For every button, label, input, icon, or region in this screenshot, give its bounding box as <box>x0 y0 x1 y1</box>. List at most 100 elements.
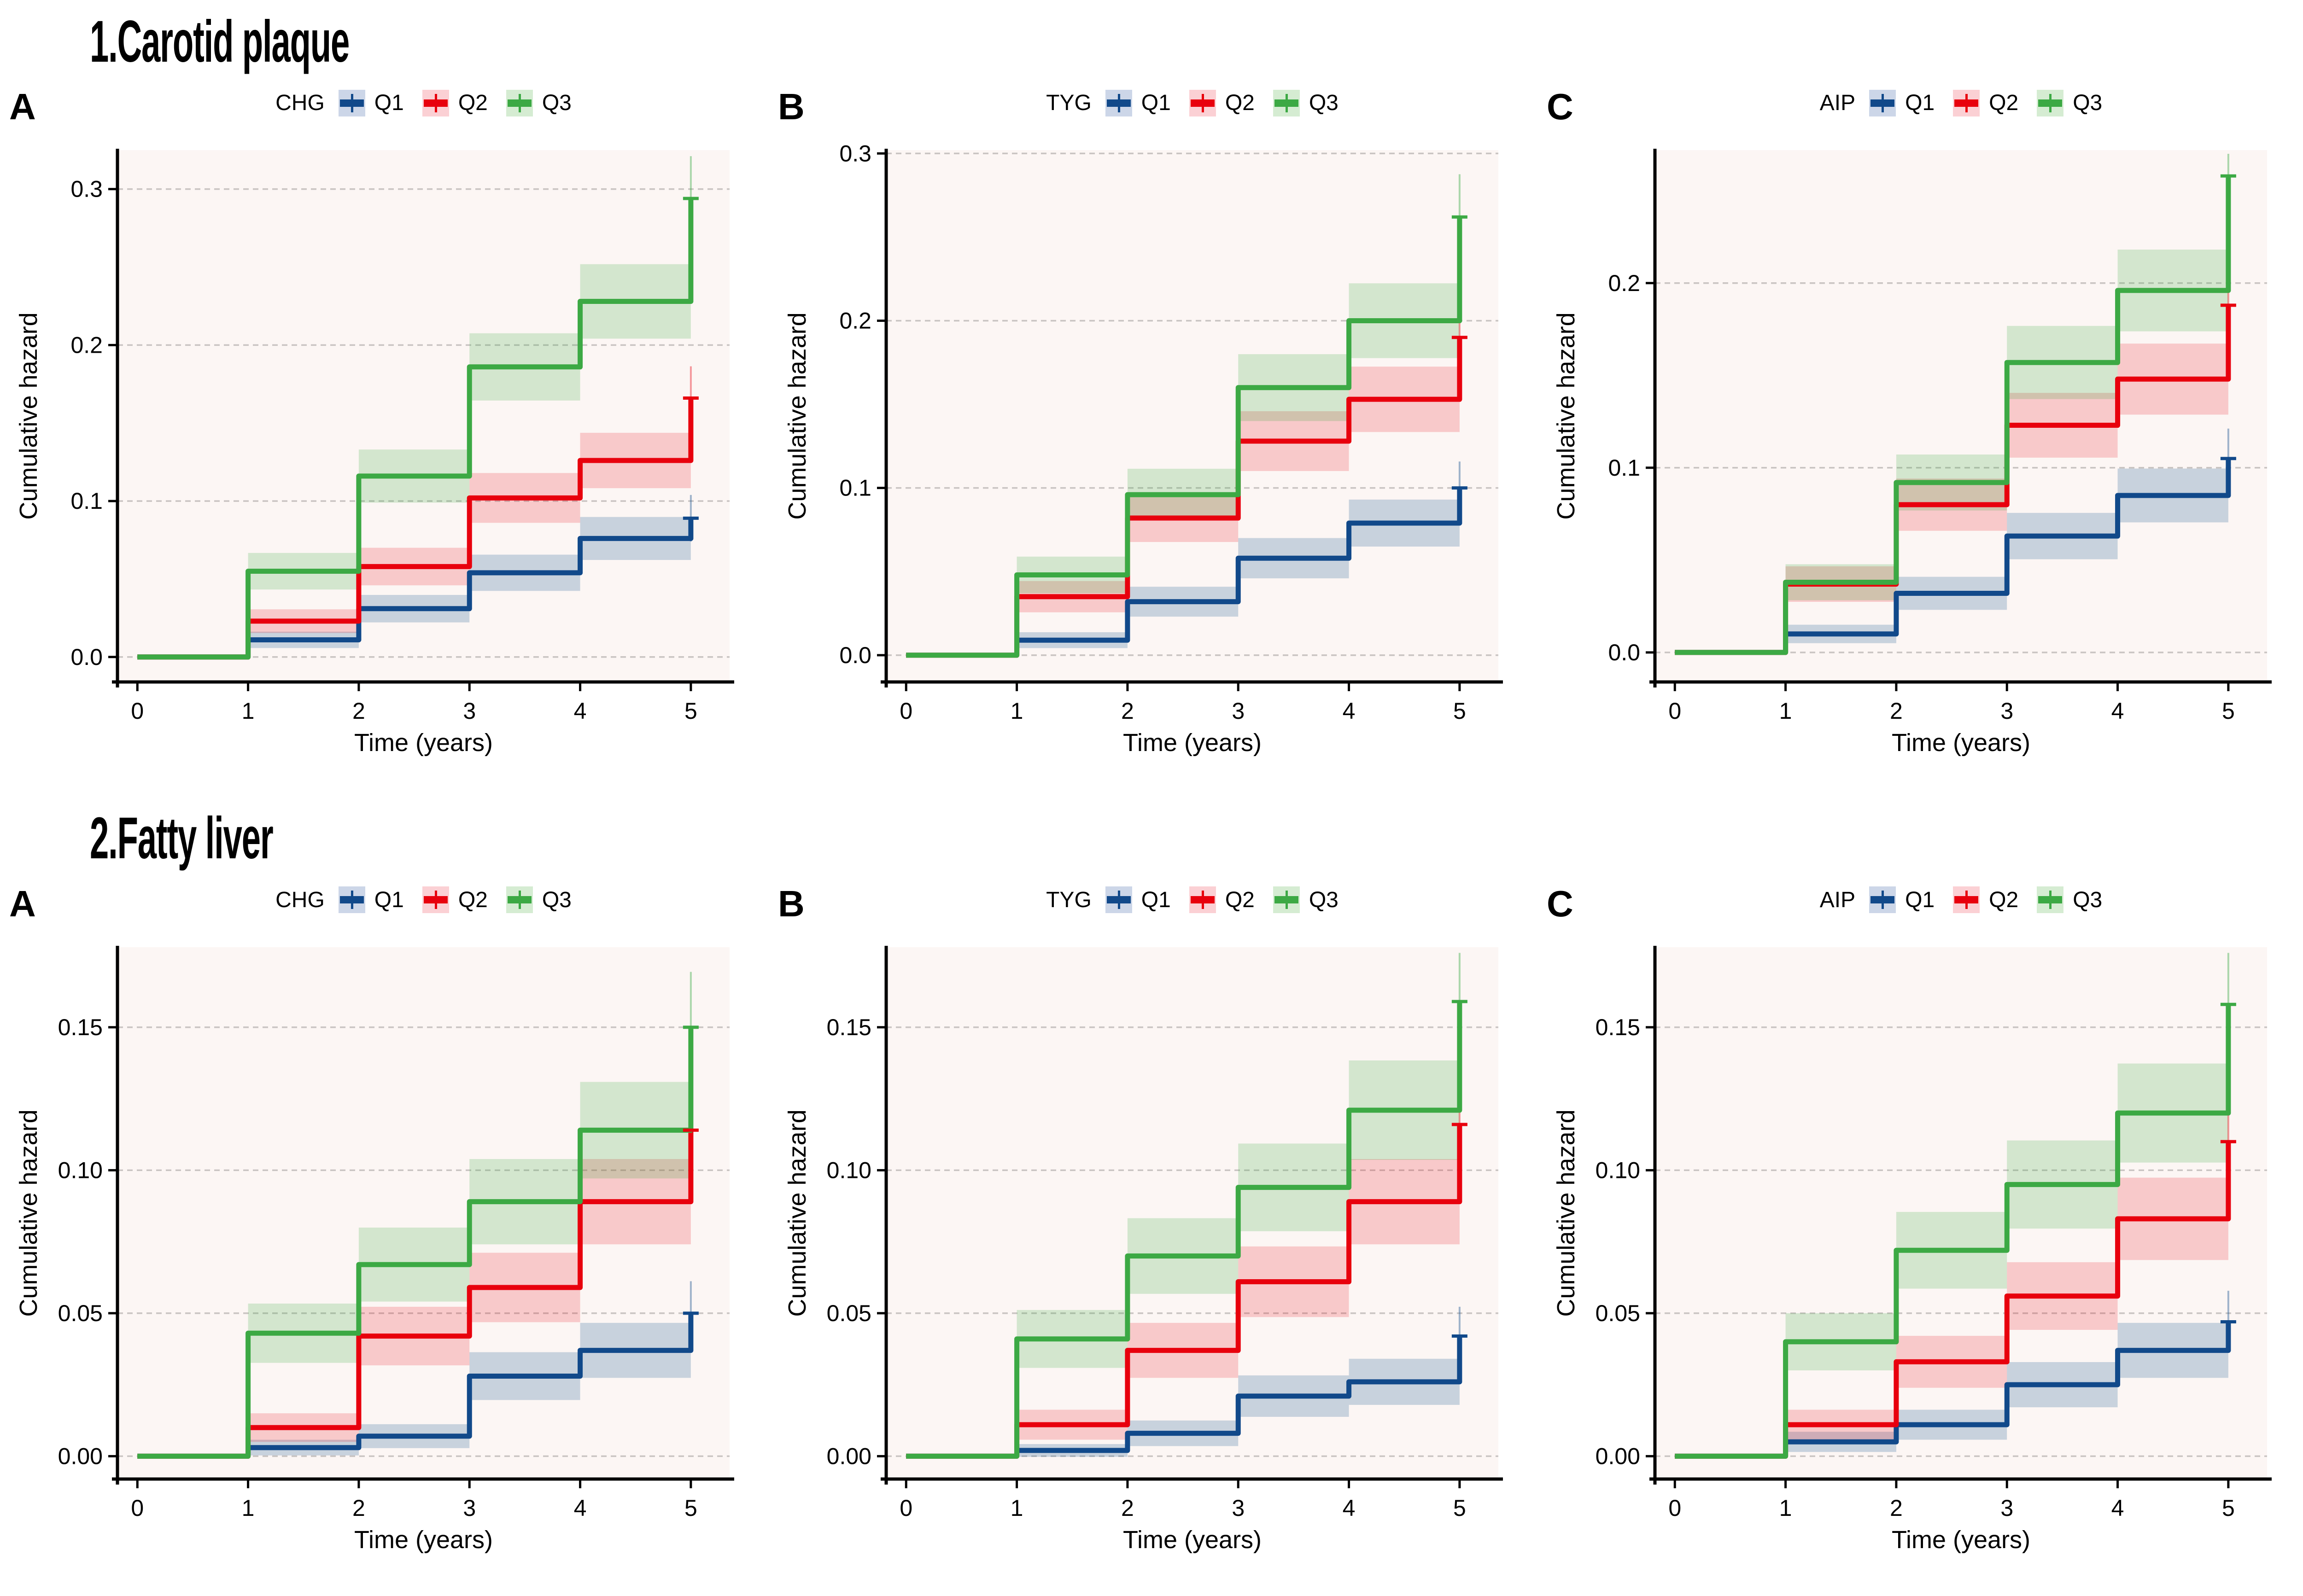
y-tick-label: 0.0 <box>839 642 871 668</box>
x-tick-label: 0 <box>1668 1495 1681 1521</box>
legend-key-q2-icon <box>422 89 449 116</box>
legend-key-line <box>1870 896 1895 904</box>
y-tick-label: 0.15 <box>58 1014 103 1040</box>
y-tick-label: 0.3 <box>70 176 103 202</box>
legend-key-line <box>1870 99 1895 107</box>
legend-item-q2: Q2 <box>1953 89 2018 116</box>
panel-header: C AIP Q1 Q2 Q3 <box>1537 874 2303 926</box>
x-tick-label: 3 <box>2000 698 2013 724</box>
x-tick-label: 1 <box>242 1495 255 1521</box>
legend-key-line <box>1954 99 1979 107</box>
legend-item-q3: Q3 <box>2037 886 2103 914</box>
y-tick-label: 0.05 <box>58 1300 103 1326</box>
legend-label: Q3 <box>2073 887 2103 912</box>
x-tick-label: 2 <box>1890 698 1903 724</box>
legend-key-line <box>339 896 364 904</box>
x-axis-title: Time (years) <box>354 729 493 757</box>
x-tick-label: 5 <box>684 698 697 724</box>
legend-label: Q3 <box>542 887 572 912</box>
legend-label: Q1 <box>374 887 404 912</box>
legend-key-q3-icon <box>1273 886 1300 914</box>
hazard-plot-carotid-tyg: 0.0 0.1 0.2 0.3 0 1 2 3 4 5 Time (years) Cumulative… <box>783 141 1503 757</box>
x-tick-label: 5 <box>1453 1495 1466 1521</box>
legend-label: Q3 <box>1309 91 1339 116</box>
y-tick-label: 0.1 <box>1608 455 1640 481</box>
legend-key-q1-icon <box>1105 89 1132 116</box>
y-axis-title: Cumulative hazard <box>15 1109 42 1316</box>
y-tick-label: 0.00 <box>827 1443 871 1469</box>
legend-key-q1-icon <box>1869 89 1896 116</box>
x-tick-label: 2 <box>352 1495 365 1521</box>
plot-background <box>117 947 730 1479</box>
x-tick-label: 2 <box>1890 1495 1903 1521</box>
plot-background <box>886 947 1498 1479</box>
x-axis-title: Time (years) <box>1123 1526 1262 1554</box>
hazard-plot-carotid-aip: 0.0 0.1 0.2 0 1 2 3 4 5 Time (years) Cumulative ha… <box>1552 149 2272 757</box>
legend-key-q3-icon <box>1273 89 1300 116</box>
legend-label: Q1 <box>1905 887 1935 912</box>
panel-letter: A <box>9 86 36 128</box>
y-tick-label: 0.10 <box>58 1157 103 1183</box>
legend-item-q3: Q3 <box>1273 886 1339 914</box>
y-tick-label: 0.10 <box>827 1157 871 1183</box>
x-tick-label: 0 <box>131 698 144 724</box>
legend-item-q3: Q3 <box>2037 89 2102 116</box>
section-title: 2.Fatty liver <box>90 805 274 872</box>
x-tick-label: 4 <box>1343 698 1356 724</box>
legend-label: Q2 <box>1989 887 2019 912</box>
y-tick-label: 0.00 <box>1596 1443 1640 1469</box>
legend-label: Q2 <box>458 887 488 912</box>
y-tick-label: 0.15 <box>1596 1014 1640 1040</box>
x-tick-label: 4 <box>574 1495 587 1521</box>
y-tick-label: 0.2 <box>70 332 103 358</box>
panel-header: A CHG Q1 Q2 Q3 <box>0 874 769 926</box>
legend-key-q1-icon <box>1105 886 1132 914</box>
legend-key-line <box>1274 896 1298 904</box>
legend-item-q1: Q1 <box>1869 886 1935 914</box>
panel-carotid-tyg: B TYG Q1 Q2 Q3 0.0 0.1 0.2 0.3 0 1 2 3 4 5 Time (year… <box>769 76 1537 772</box>
panel-letter: B <box>778 883 805 924</box>
y-tick-label: 0.05 <box>827 1300 871 1326</box>
legend-key-q1-icon <box>338 89 365 116</box>
legend-key-line <box>1106 896 1131 904</box>
x-tick-label: 0 <box>900 698 912 724</box>
panel-letter: A <box>9 883 36 924</box>
legend-key-line <box>1190 896 1215 904</box>
y-tick-label: 0.05 <box>1596 1300 1640 1326</box>
y-tick-label: 0.3 <box>839 141 871 167</box>
x-tick-label: 4 <box>1343 1495 1356 1521</box>
legend-title: TYG <box>1046 91 1092 116</box>
x-tick-label: 1 <box>1011 1495 1023 1521</box>
plot-background <box>1655 947 2267 1479</box>
legend-key-q3-icon <box>506 886 533 914</box>
panel-row: A CHG Q1 Q2 Q3 0.0 0.1 0.2 0.3 0 1 2 3 4 5 Time (year… <box>0 76 2303 772</box>
y-tick-label: 0.1 <box>839 475 871 501</box>
x-axis-title: Time (years) <box>1892 1526 2030 1554</box>
legend-key-q1-icon <box>338 886 365 914</box>
panel-carotid-aip: C AIP Q1 Q2 Q3 0.0 0.1 0.2 0 1 2 3 4 5 Time (years) C… <box>1537 76 2303 772</box>
legend-label: Q1 <box>374 91 404 116</box>
x-tick-label: 3 <box>2000 1495 2013 1521</box>
x-tick-label: 2 <box>1121 698 1134 724</box>
legend-key-q3-icon <box>2037 886 2064 914</box>
legend-key-q2-icon <box>1189 89 1216 116</box>
legend-key-line <box>1190 99 1215 107</box>
x-tick-label: 4 <box>2111 698 2124 724</box>
legend-key-line <box>423 99 448 107</box>
hazard-curve-q3 <box>137 1027 694 1459</box>
panel-fatty-chg: A CHG Q1 Q2 Q3 0.00 0.05 0.10 0.15 0 1 2 3 4 5 Time (… <box>0 874 769 1569</box>
legend: AIP Q1 Q2 Q3 <box>1820 89 2102 116</box>
legend-item-q1: Q1 <box>1869 89 1935 116</box>
x-tick-label: 0 <box>1668 698 1681 724</box>
legend-title: TYG <box>1046 887 1092 912</box>
x-tick-label: 1 <box>1011 698 1023 724</box>
legend-item-q3: Q3 <box>1273 89 1339 116</box>
legend-key-line <box>1954 896 1979 904</box>
legend-key-q2-icon <box>1189 886 1216 914</box>
panel-header: C AIP Q1 Q2 Q3 <box>1537 76 2303 129</box>
legend-label: Q2 <box>1225 887 1255 912</box>
x-tick-label: 5 <box>684 1495 697 1521</box>
legend-key-line <box>1106 99 1131 107</box>
legend-key-line <box>423 896 448 904</box>
x-tick-label: 3 <box>463 1495 476 1521</box>
